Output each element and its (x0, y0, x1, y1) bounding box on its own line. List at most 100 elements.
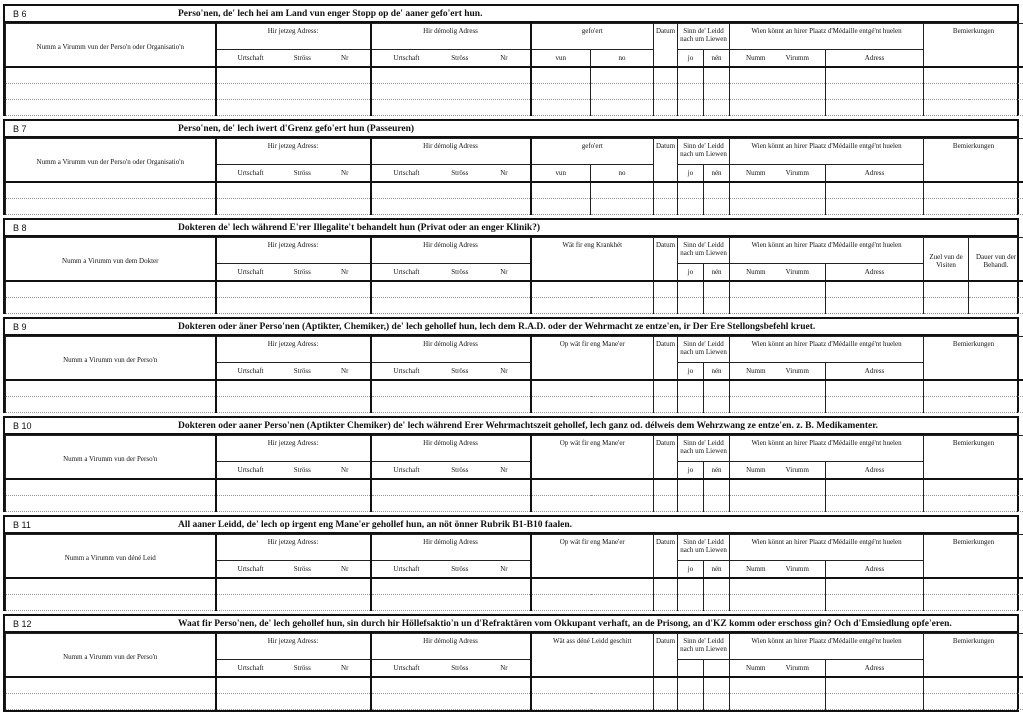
medal-address-field[interactable] (825, 478, 925, 496)
name-field[interactable] (5, 495, 216, 512)
col5-field[interactable] (529, 676, 654, 694)
col5-field[interactable] (529, 693, 654, 710)
col5-field-from[interactable] (529, 83, 591, 100)
col5-field[interactable] (529, 396, 655, 413)
col5-field-to[interactable] (590, 99, 654, 116)
former-address-field[interactable] (369, 676, 531, 694)
survived-yes-field[interactable] (677, 181, 704, 199)
date-field[interactable] (653, 280, 679, 298)
survived-yes-field[interactable] (677, 379, 705, 397)
medal-name-field[interactable] (729, 478, 827, 496)
survived-no-field[interactable] (703, 379, 731, 397)
survived-no-field[interactable] (703, 396, 731, 413)
name-field[interactable] (5, 594, 216, 611)
date-field[interactable] (653, 379, 679, 397)
col5-field-from[interactable] (529, 198, 591, 215)
name-field[interactable] (5, 379, 216, 397)
survived-no-field[interactable] (703, 181, 730, 199)
former-address-field[interactable] (369, 379, 531, 397)
name-field[interactable] (5, 297, 216, 314)
survived-no-field[interactable] (703, 495, 731, 512)
date-field[interactable] (653, 495, 679, 512)
date-field[interactable] (653, 396, 679, 413)
former-address-field[interactable] (369, 83, 531, 100)
current-address-field[interactable] (214, 577, 371, 595)
medal-name-field[interactable] (729, 379, 827, 397)
current-address-field[interactable] (214, 676, 371, 694)
survived-no-field[interactable] (703, 594, 731, 611)
medal-address-field[interactable] (824, 99, 925, 116)
current-address-field[interactable] (214, 396, 371, 413)
date-field[interactable] (653, 577, 679, 595)
survived-no-field[interactable] (703, 99, 730, 116)
medal-address-field[interactable] (825, 495, 925, 512)
col5-field[interactable] (529, 478, 655, 496)
survived-no-field[interactable] (703, 577, 731, 595)
former-address-field[interactable] (369, 396, 531, 413)
medal-address-field[interactable] (824, 693, 925, 710)
col5-field-from[interactable] (529, 181, 591, 199)
medal-address-field[interactable] (824, 83, 925, 100)
former-address-field[interactable] (369, 478, 531, 496)
survived-yes-field[interactable] (677, 83, 704, 100)
former-address-field[interactable] (369, 297, 531, 314)
name-field[interactable] (5, 83, 216, 100)
visits-field[interactable] (923, 297, 970, 314)
survived-yes-field[interactable] (677, 99, 704, 116)
current-address-field[interactable] (214, 83, 371, 100)
date-field[interactable] (653, 594, 679, 611)
col5-field[interactable] (529, 577, 655, 595)
current-address-field[interactable] (214, 99, 371, 116)
date-field[interactable] (653, 198, 678, 215)
medal-address-field[interactable] (824, 181, 925, 199)
survived-no-field[interactable] (703, 83, 730, 100)
name-field[interactable] (5, 181, 216, 199)
survived-yes-field[interactable] (677, 693, 704, 710)
medal-name-field[interactable] (729, 396, 827, 413)
former-address-field[interactable] (369, 577, 531, 595)
medal-address-field[interactable] (825, 396, 925, 413)
remarks-field[interactable] (923, 577, 1023, 595)
survived-no-field[interactable] (703, 676, 730, 694)
medal-name-field[interactable] (729, 280, 827, 298)
medal-address-field[interactable] (825, 297, 925, 314)
medal-name-field[interactable] (729, 66, 826, 84)
col5-field-to[interactable] (590, 181, 654, 199)
col5-field[interactable] (529, 280, 655, 298)
name-field[interactable] (5, 478, 216, 496)
former-address-field[interactable] (369, 280, 531, 298)
current-address-field[interactable] (214, 495, 371, 512)
survived-no-field[interactable] (703, 693, 730, 710)
col5-field[interactable] (529, 379, 655, 397)
remarks-field[interactable] (923, 693, 1023, 710)
remarks-field[interactable] (923, 495, 1023, 512)
survived-no-field[interactable] (703, 297, 731, 314)
remarks-field[interactable] (923, 99, 1023, 116)
visits-field[interactable] (923, 280, 970, 298)
remarks-field[interactable] (923, 66, 1023, 84)
survived-no-field[interactable] (703, 66, 730, 84)
remarks-field[interactable] (923, 478, 1023, 496)
date-field[interactable] (653, 478, 679, 496)
survived-yes-field[interactable] (677, 676, 704, 694)
survived-yes-field[interactable] (677, 396, 705, 413)
date-field[interactable] (653, 676, 678, 694)
remarks-field[interactable] (923, 83, 1023, 100)
medal-name-field[interactable] (729, 181, 826, 199)
former-address-field[interactable] (369, 594, 531, 611)
duration-field[interactable] (968, 280, 1023, 298)
col5-field-to[interactable] (590, 83, 654, 100)
medal-address-field[interactable] (825, 577, 925, 595)
current-address-field[interactable] (214, 198, 371, 215)
medal-name-field[interactable] (729, 676, 826, 694)
name-field[interactable] (5, 280, 216, 298)
medal-name-field[interactable] (729, 297, 827, 314)
name-field[interactable] (5, 66, 216, 84)
survived-no-field[interactable] (703, 478, 731, 496)
duration-field[interactable] (968, 297, 1023, 314)
medal-name-field[interactable] (729, 693, 826, 710)
date-field[interactable] (653, 66, 678, 84)
former-address-field[interactable] (369, 99, 531, 116)
former-address-field[interactable] (369, 693, 531, 710)
current-address-field[interactable] (214, 66, 371, 84)
